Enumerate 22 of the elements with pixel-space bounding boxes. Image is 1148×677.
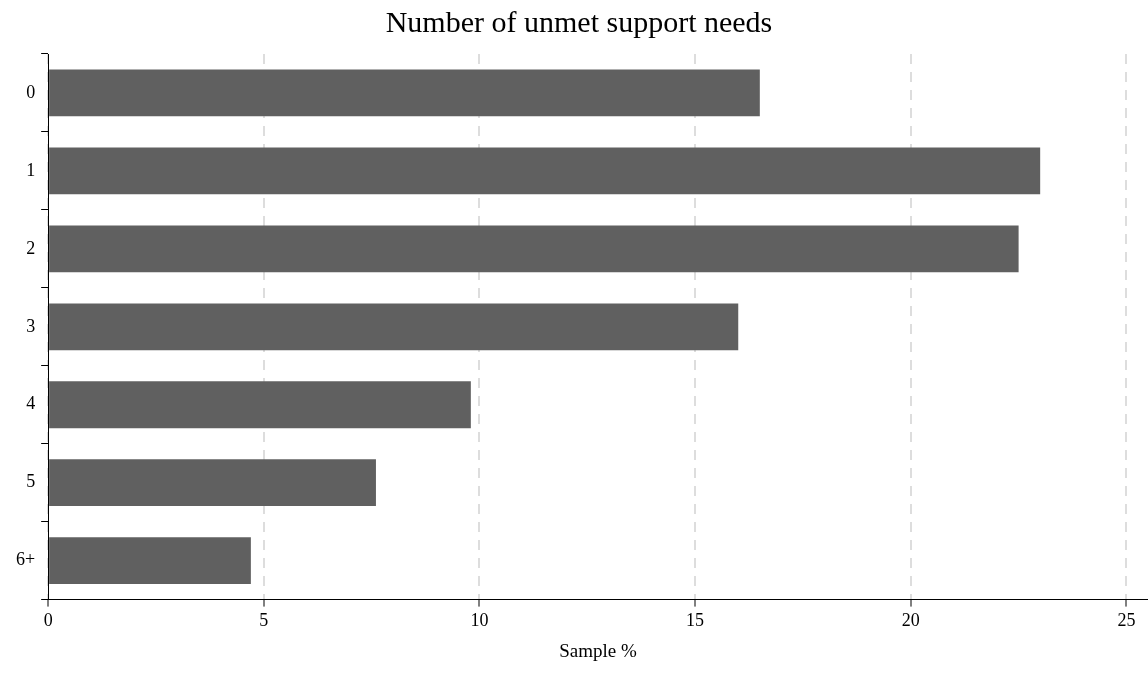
bar bbox=[49, 147, 1041, 195]
x-axis-title: Sample % bbox=[559, 639, 638, 661]
y-tick-label: 6+ bbox=[16, 549, 36, 570]
bar bbox=[49, 69, 760, 117]
x-tick-label: 15 bbox=[686, 610, 705, 631]
y-tick-label: 4 bbox=[26, 393, 36, 414]
x-tick-label: 10 bbox=[470, 610, 489, 631]
bar bbox=[49, 459, 376, 507]
y-tick-label: 3 bbox=[26, 315, 36, 336]
x-tick-label: 5 bbox=[259, 610, 269, 631]
y-tick-label: 5 bbox=[26, 471, 36, 492]
y-tick-label: 1 bbox=[26, 159, 36, 180]
y-tick-label: 0 bbox=[26, 81, 36, 102]
chart-title: Number of unmet support needs bbox=[385, 4, 773, 38]
x-tick-label: 25 bbox=[1117, 610, 1136, 631]
x-tick-label: 0 bbox=[43, 610, 53, 631]
y-tick-label: 2 bbox=[26, 237, 36, 258]
bar bbox=[49, 225, 1019, 273]
bar bbox=[49, 381, 471, 429]
bar bbox=[49, 303, 739, 351]
bar bbox=[49, 537, 251, 585]
x-tick-label: 20 bbox=[901, 610, 920, 631]
